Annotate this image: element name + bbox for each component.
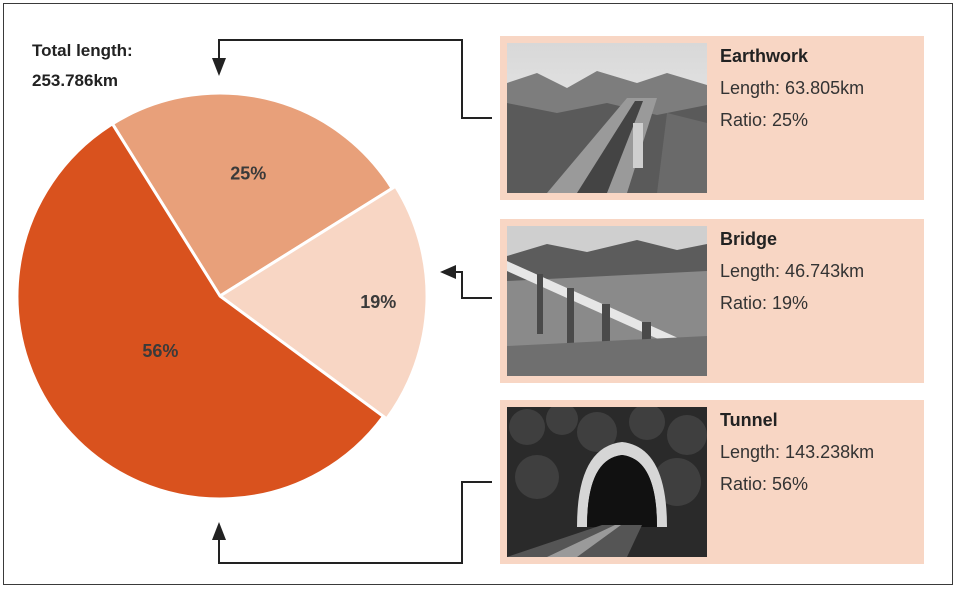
pie-label-earthwork: 25% [230, 163, 266, 183]
total-length-value: 253.786km [32, 71, 119, 90]
tunnel-connector [218, 481, 492, 564]
card-tunnel-length: Length: 143.238km [720, 442, 875, 462]
card-earthwork-ratio: Ratio: 25% [720, 110, 809, 130]
earthwork-connector [218, 39, 492, 119]
pie-slice-bridge [217, 184, 429, 421]
card-earthwork-length: Length: 63.805km [720, 78, 865, 98]
pie-slice-earthwork [110, 91, 395, 299]
pie-label-tunnel: 56% [142, 341, 178, 361]
card-tunnel-ratio: Ratio: 56% [720, 474, 809, 494]
card-tunnel-name: Tunnel [720, 410, 778, 430]
tunnel-photo [507, 407, 707, 557]
bridge-arrow-head [440, 265, 456, 279]
total-length: Total length: 253.786km [32, 36, 133, 96]
total-length-label: Total length: [32, 41, 133, 60]
bridge-photo [507, 226, 707, 376]
earthwork-arrow-head [212, 58, 226, 76]
card-earthwork-name: Earthwork [720, 46, 809, 66]
bridge-connector [452, 271, 492, 299]
railway-photo [507, 43, 707, 193]
card-tunnel: Tunnel Length: 143.238km Ratio: 56% [500, 400, 924, 564]
pie-label-bridge: 19% [360, 292, 396, 312]
tunnel-arrow-head [212, 522, 226, 540]
card-earthwork: Earthwork Length: 63.805km Ratio: 25% [500, 36, 924, 200]
card-bridge-length: Length: 46.743km [720, 261, 865, 281]
card-bridge: Bridge Length: 46.743km Ratio: 19% [500, 219, 924, 383]
card-bridge-name: Bridge [720, 229, 778, 249]
card-bridge-ratio: Ratio: 19% [720, 293, 809, 313]
pie-slice-tunnel [15, 121, 386, 501]
